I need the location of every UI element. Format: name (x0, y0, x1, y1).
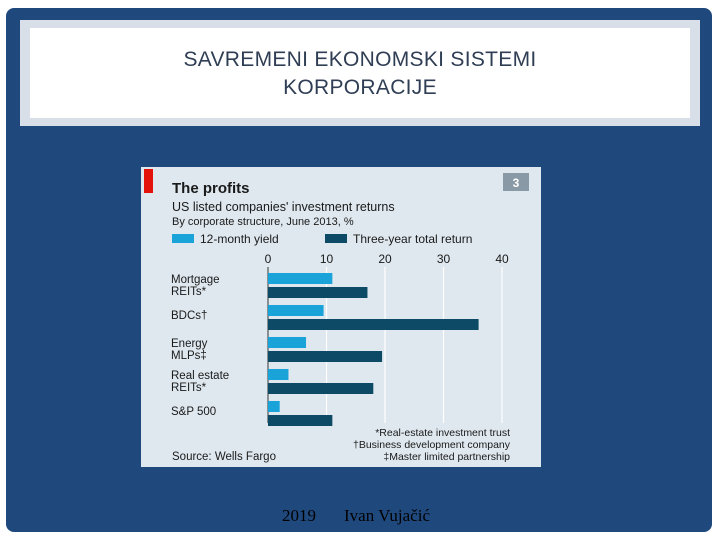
legend-swatch-total (325, 234, 347, 243)
bar-chart: 3 The profits US listed companies' inves… (141, 167, 541, 467)
chart-subtitle: US listed companies' investment returns (172, 200, 395, 214)
bars (268, 273, 479, 426)
x-tick-label: 40 (495, 252, 509, 266)
category-label: Real estate REITs* (171, 370, 229, 394)
title-box: SAVREMENI EKONOMSKI SISTEMI KORPORACIJE (30, 28, 690, 118)
footnote-1: *Real-estate investment trust (375, 427, 510, 439)
chart-background (141, 167, 541, 467)
chart-image: 3 The profits US listed companies' inves… (141, 167, 541, 467)
bar-12-month-yield (268, 401, 280, 412)
bar-three-year-total-return (268, 287, 368, 298)
footnote-2: †Business development company (353, 439, 511, 451)
chart-subtitle-2: By corporate structure, June 2013, % (172, 216, 354, 228)
footnote-3: ‡Master limited partnership (383, 451, 510, 463)
brand-red-mark (144, 169, 153, 193)
bar-three-year-total-return (268, 319, 479, 330)
bar-12-month-yield (268, 337, 307, 348)
category-label: BDCs† (171, 310, 207, 322)
chart-title: The profits (172, 180, 250, 197)
category-label: Energy MLPs‡ (171, 338, 208, 362)
x-tick-label: 30 (437, 252, 451, 266)
legend-swatch-yield (172, 234, 194, 243)
bar-three-year-total-return (268, 383, 374, 394)
category-labels: Mortgage REITs* BDCs† Energy MLPs‡ Real estat… (171, 274, 229, 418)
legend-label-yield: 12-month yield (200, 232, 279, 246)
bar-three-year-total-return (268, 415, 333, 426)
bar-12-month-yield (268, 305, 324, 316)
slide-title-line-2: KORPORACIJE (283, 76, 437, 99)
bar-three-year-total-return (268, 351, 383, 362)
chart-badge-box (503, 173, 529, 191)
chart-source: Source: Wells Fargo (172, 451, 276, 463)
footer-year: 2019 (282, 506, 316, 525)
chart-badge: 3 (513, 176, 520, 190)
x-axis-ticks: 0 10 20 30 40 (265, 252, 509, 266)
legend-label-total: Three-year total return (353, 232, 472, 246)
bar-12-month-yield (268, 273, 333, 284)
footer-author: Ivan Vujačić (344, 506, 430, 525)
category-label: Mortgage REITs* (171, 274, 220, 298)
bar-12-month-yield (268, 369, 289, 380)
x-tick-label: 10 (320, 252, 334, 266)
x-tick-label: 20 (378, 252, 392, 266)
x-tick-label: 0 (265, 252, 272, 266)
slide-title-line-1: SAVREMENI EKONOMSKI SISTEMI (183, 48, 537, 71)
category-label: S&P 500 (171, 406, 216, 418)
